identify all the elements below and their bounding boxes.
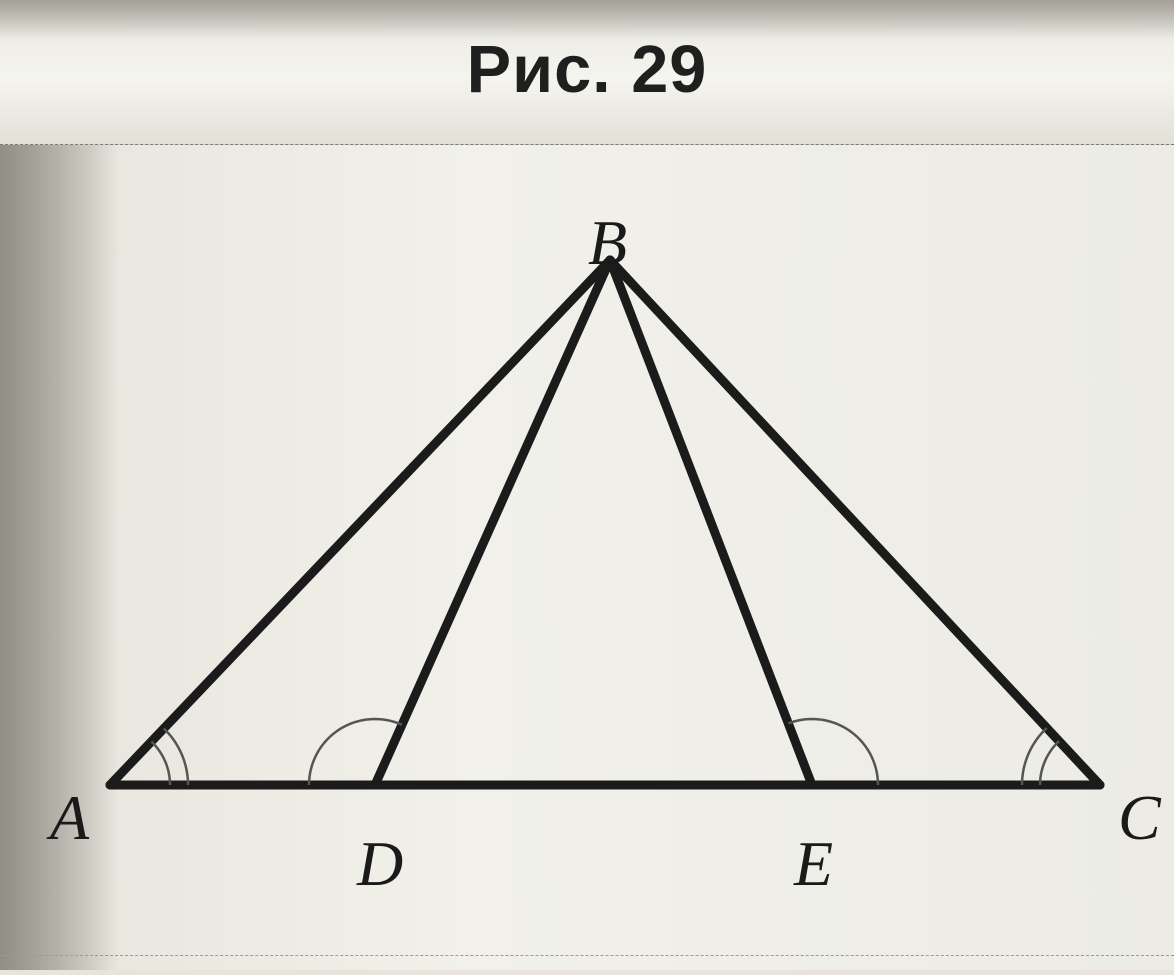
angle-arc (1022, 728, 1047, 785)
segment (110, 260, 610, 785)
point-label-text: A (50, 781, 89, 855)
angle-arc (1040, 741, 1059, 785)
figure-caption: Рис. 29 (0, 32, 1174, 108)
figure-caption-text: Рис. 29 (467, 33, 708, 107)
point-label-E: E (794, 827, 833, 901)
point-label-B: B (588, 206, 627, 280)
angle-arc (151, 742, 170, 785)
header-region: Рис. 29 (0, 0, 1174, 145)
point-label-text: D (357, 827, 403, 901)
angle-arc (164, 729, 188, 785)
geometry-svg (0, 145, 1174, 970)
bottom-divider (0, 955, 1174, 956)
point-label-text: C (1118, 781, 1161, 855)
point-label-text: E (794, 827, 833, 901)
diagram-region: A B C D E (0, 145, 1174, 970)
point-label-A: A (50, 781, 89, 855)
segment (610, 260, 812, 785)
segment (375, 260, 610, 785)
page: Рис. 29 A B C D E (0, 0, 1174, 970)
point-label-D: D (357, 827, 403, 901)
segment (610, 260, 1100, 785)
diagram-canvas (0, 145, 1174, 970)
point-label-text: B (588, 206, 627, 280)
point-label-C: C (1118, 781, 1161, 855)
